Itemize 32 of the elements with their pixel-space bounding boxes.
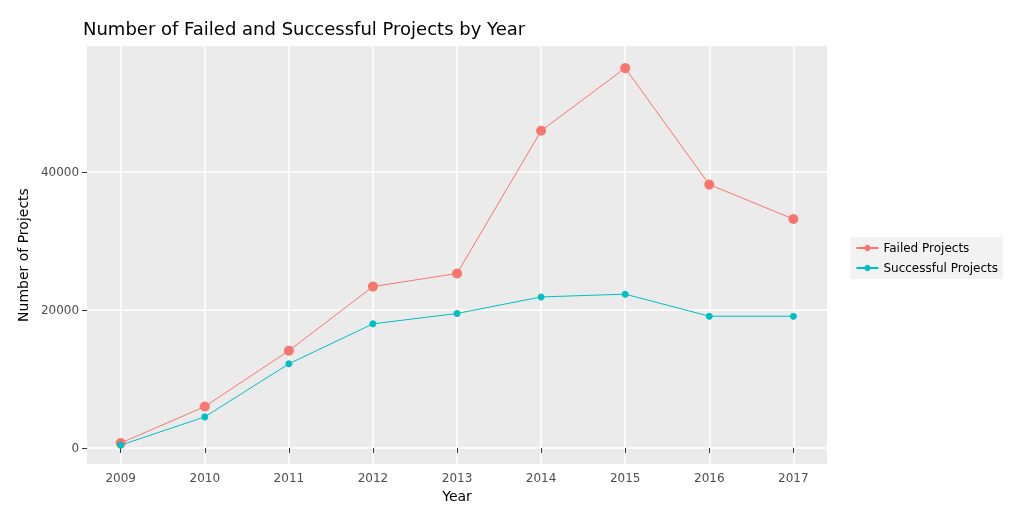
point — [620, 63, 631, 74]
point — [369, 320, 377, 328]
x-tick-label: 2012 — [357, 471, 389, 486]
y-tick-label: 40000 — [40, 165, 80, 180]
point — [452, 268, 463, 279]
point — [367, 281, 378, 292]
y-tick-label: 0 — [71, 440, 80, 455]
x-axis-title: Year — [441, 488, 473, 504]
x-tick-label: 2010 — [189, 471, 221, 486]
x-tick-label: 2011 — [273, 471, 305, 486]
x-tick-label: 2016 — [694, 471, 725, 486]
y-axis-title: Number of Projects — [15, 188, 31, 322]
point — [283, 345, 294, 356]
x-tick-label: 2013 — [441, 471, 473, 486]
point — [201, 413, 209, 421]
point — [705, 312, 713, 320]
point — [621, 290, 629, 298]
point — [285, 360, 293, 368]
point — [704, 179, 715, 190]
point — [453, 309, 461, 317]
x-tick-label: 2014 — [525, 471, 557, 486]
chart-title: Number of Failed and Successful Projects by Year — [83, 17, 526, 39]
y-tick-label: 20000 — [40, 303, 80, 318]
point — [199, 401, 210, 412]
point — [536, 125, 547, 136]
legend-label: Failed Projects — [883, 241, 970, 255]
point — [788, 214, 799, 225]
x-tick-label: 2017 — [778, 471, 809, 486]
legend-label: Successful Projects — [883, 261, 998, 275]
point — [789, 312, 797, 320]
x-tick-label: 2009 — [105, 471, 136, 486]
x-tick-label: 2015 — [609, 471, 641, 486]
